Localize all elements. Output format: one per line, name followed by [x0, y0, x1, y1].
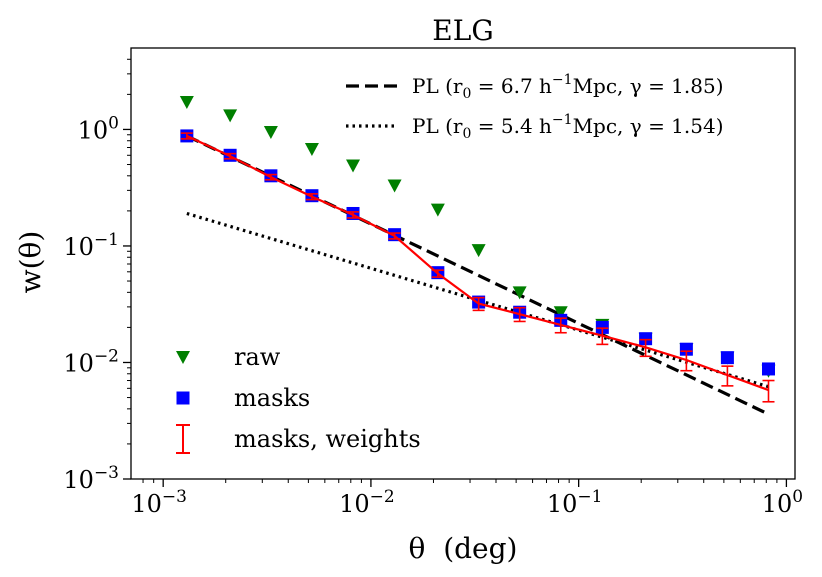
y-tick-label: 10−2 — [63, 346, 119, 377]
legend-series-label: raw — [234, 343, 281, 371]
tick-exponent: 0 — [792, 487, 803, 507]
masks-point — [761, 362, 775, 376]
legend-masks-marker — [176, 391, 190, 405]
raw-point — [471, 244, 486, 258]
x-tick-label: 10−2 — [339, 487, 395, 518]
legend-subscript: 0 — [462, 86, 471, 102]
tick-exponent: −3 — [94, 463, 119, 483]
tick-base: 10 — [63, 466, 94, 494]
legend-subscript: 0 — [462, 126, 471, 142]
raw-point — [304, 142, 319, 156]
tick-exponent: −1 — [94, 230, 119, 250]
tick-base: 10 — [547, 490, 578, 518]
tick-exponent: −2 — [370, 487, 395, 507]
tick-exponent: −2 — [94, 346, 119, 366]
y-axis-label: w(θ) — [14, 231, 47, 294]
legend-text-part: = 5.4 h — [471, 114, 552, 138]
tick-base: 10 — [78, 116, 109, 144]
raw-point — [553, 306, 568, 320]
legend-power-law-label: PL (r0 = 6.7 h−1Mpc, γ = 1.85) — [412, 72, 724, 102]
raw-point — [223, 109, 238, 123]
raw-point — [512, 286, 527, 300]
y-tick-label: 10−1 — [63, 230, 119, 261]
x-tick-label: 10−3 — [131, 487, 187, 518]
raw-point — [387, 179, 402, 193]
tick-exponent: 0 — [108, 113, 119, 133]
legend-power-law-label: PL (r0 = 5.4 h−1Mpc, γ = 1.54) — [412, 112, 724, 142]
tick-base: 10 — [131, 490, 162, 518]
legend-text-part: PL (r — [412, 114, 463, 138]
raw-point — [263, 126, 278, 140]
plot-frame — [130, 47, 796, 480]
legend-text-part: Mpc, γ = 1.54) — [573, 114, 724, 138]
tick-base: 10 — [63, 233, 94, 261]
tick-exponent: −1 — [577, 487, 602, 507]
y-tick-label: 100 — [78, 113, 119, 144]
legend-power-laws: PL (r0 = 6.7 h−1Mpc, γ = 1.85)PL (r0 = 5… — [346, 72, 724, 142]
legend-series-label: masks, weights — [234, 425, 421, 453]
x-tick-label: 10−1 — [547, 487, 603, 518]
tick-exponent: −3 — [162, 487, 187, 507]
legend-text-part: = 6.7 h — [471, 74, 552, 98]
x-axis-label: θ (deg) — [409, 532, 518, 565]
legend-supscript: −1 — [552, 112, 573, 128]
chart-title: ELG — [432, 14, 493, 47]
raw-point — [346, 159, 361, 173]
x-tick-label: 100 — [762, 487, 803, 518]
legend-raw-marker — [176, 351, 190, 364]
masks-point — [720, 351, 734, 365]
raw-point — [430, 203, 445, 217]
masks-weights-series — [180, 132, 775, 403]
masks-point — [679, 342, 693, 356]
legend-text-part: PL (r — [412, 74, 463, 98]
legend-supscript: −1 — [552, 72, 573, 88]
masks-point — [639, 332, 653, 346]
legend-series-label: masks — [234, 384, 310, 412]
legend-data-series: raw masks masks, weights — [176, 343, 421, 454]
y-tick-label: 10−3 — [63, 463, 119, 494]
tick-base: 10 — [339, 490, 370, 518]
tick-base: 10 — [762, 490, 793, 518]
tick-base: 10 — [63, 349, 94, 377]
raw-point — [179, 95, 194, 109]
legend-text-part: Mpc, γ = 1.85) — [573, 74, 724, 98]
